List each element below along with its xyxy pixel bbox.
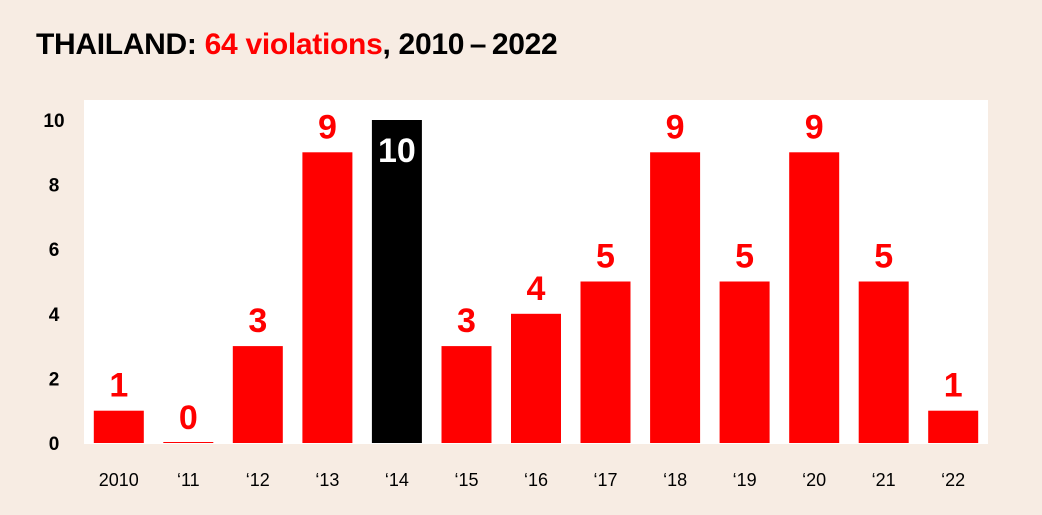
bar (928, 410, 979, 443)
bar (580, 281, 631, 443)
data-label: 9 (805, 108, 824, 146)
bar (163, 442, 214, 443)
x-tick-label: ‘15 (454, 470, 478, 490)
data-label: 4 (527, 270, 546, 308)
x-tick-label: 2010 (99, 470, 139, 490)
title-prefix: THAILAND: (36, 28, 205, 61)
x-tick-label: ‘18 (663, 470, 687, 490)
data-label: 1 (944, 367, 963, 405)
x-tick-label: ‘11 (177, 470, 200, 490)
y-tick-label: 2 (49, 369, 60, 390)
bar (719, 281, 770, 443)
x-tick-label: ‘17 (593, 470, 617, 490)
x-tick-label: ‘20 (802, 470, 826, 490)
bar (650, 152, 701, 444)
data-label: 3 (457, 302, 476, 340)
chart-title: THAILAND: 64 violations, 2010 – 2022 (36, 28, 558, 62)
y-tick-label: 0 (49, 434, 60, 455)
data-label: 10 (378, 132, 416, 170)
bars (93, 120, 979, 444)
x-tick-label: ‘12 (246, 470, 270, 490)
data-label: 5 (735, 238, 754, 276)
x-tick-label: ‘22 (941, 470, 965, 490)
x-tick-label: ‘21 (872, 470, 896, 490)
data-label: 9 (318, 108, 337, 146)
data-label: 5 (596, 238, 615, 276)
bar (371, 120, 422, 443)
data-label: 5 (874, 238, 893, 276)
data-label: 9 (666, 108, 685, 146)
x-axis: 2010 ‘11 ‘12 ‘13 ‘14 ‘15 ‘16 ‘17 ‘18 ‘19 ‘20 ‘21 ‘22 (99, 470, 965, 490)
x-tick-label: ‘16 (524, 470, 548, 490)
data-label: 0 (179, 399, 198, 437)
y-tick-label: 6 (49, 240, 60, 261)
x-tick-label: ‘13 (315, 470, 339, 490)
bar (858, 281, 909, 443)
data-label: 1 (109, 367, 128, 405)
y-axis: 0 2 4 6 8 10 (43, 111, 64, 455)
bar (789, 152, 840, 444)
x-tick-label: ‘19 (733, 470, 757, 490)
bar (511, 313, 561, 443)
bar (232, 346, 283, 443)
bar (93, 410, 144, 443)
bar (441, 346, 492, 443)
bar (302, 152, 353, 444)
y-tick-label: 10 (43, 111, 64, 132)
title-suffix: , 2010 – 2022 (382, 28, 558, 61)
y-tick-label: 8 (49, 176, 60, 197)
x-tick-label: ‘14 (385, 470, 409, 490)
y-tick-label: 4 (49, 305, 60, 326)
title-highlight: 64 violations (204, 28, 383, 61)
data-label: 3 (248, 302, 267, 340)
